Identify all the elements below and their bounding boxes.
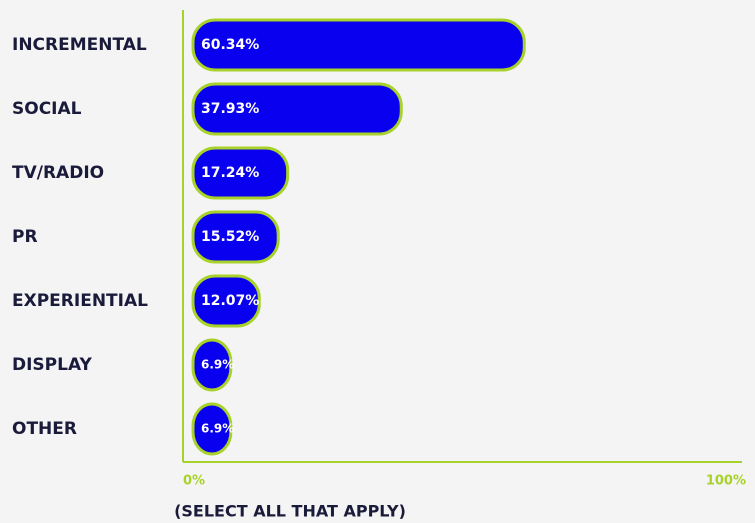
category-label: INCREMENTAL <box>12 35 147 55</box>
bar <box>191 274 261 328</box>
bar <box>191 402 233 456</box>
x-tick-label: 100% <box>706 474 746 489</box>
bar-value-label: 17.24% <box>201 165 259 181</box>
bar-value-label: 12.07% <box>201 293 259 309</box>
category-label: EXPERIENTIAL <box>12 291 148 311</box>
category-label: OTHER <box>12 419 77 439</box>
bar <box>191 146 290 200</box>
bar <box>191 82 403 136</box>
x-tick-label: 0% <box>183 474 205 489</box>
category-label: SOCIAL <box>12 99 82 119</box>
bar <box>191 18 526 72</box>
bar-value-label: 60.34% <box>201 37 259 53</box>
category-label: TV/RADIO <box>12 163 104 183</box>
bar <box>191 210 280 264</box>
bar-value-label: 6.9% <box>201 422 234 436</box>
bar-value-label: 6.9% <box>201 358 234 372</box>
category-label: PR <box>12 227 38 247</box>
bar <box>191 338 233 392</box>
category-label: DISPLAY <box>12 355 93 375</box>
x-axis-label: (SELECT ALL THAT APPLY) <box>174 502 406 521</box>
bar-value-label: 37.93% <box>201 101 259 117</box>
bar-value-label: 15.52% <box>201 229 259 245</box>
